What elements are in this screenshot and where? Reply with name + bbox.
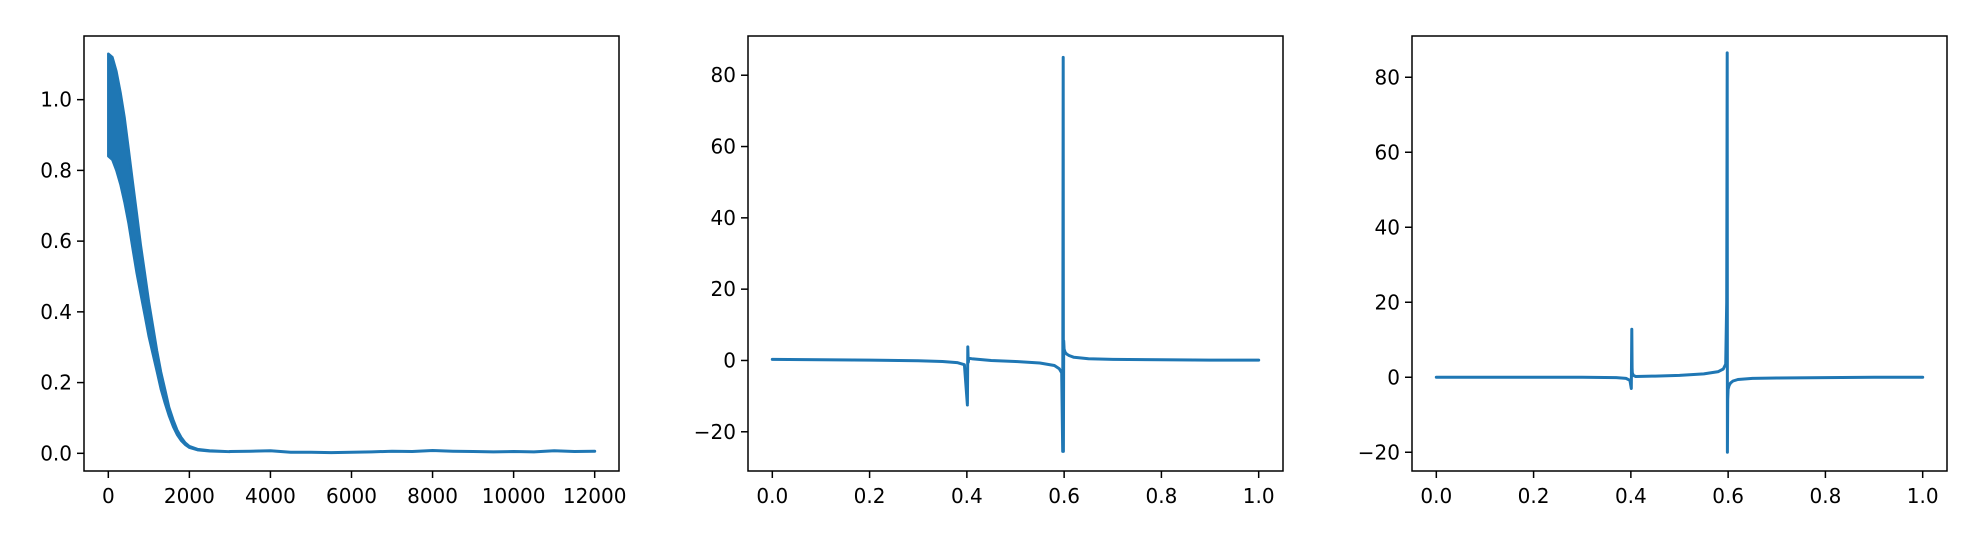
x-tick-label: 10000 bbox=[482, 484, 546, 508]
x-tick-label: 0.6 bbox=[1712, 484, 1744, 508]
chart-panel-3: 0.0 0.2 0.4 0.6 0.8 1.0 −20 0 20 40 60 80 bbox=[1358, 35, 1948, 508]
y-tick-label: 0.6 bbox=[40, 229, 72, 253]
y-tick-label: −20 bbox=[1358, 440, 1400, 464]
x-tick-label: 0 bbox=[102, 484, 115, 508]
x-tick-label: 1.0 bbox=[1907, 484, 1939, 508]
y-tick-label: 60 bbox=[711, 135, 736, 159]
y-tick-label: 80 bbox=[711, 63, 736, 87]
series-line bbox=[770, 55, 1261, 453]
plot-area bbox=[107, 52, 597, 455]
x-tick-label: 0.8 bbox=[1810, 484, 1842, 508]
x-tick-label: 0.8 bbox=[1146, 484, 1178, 508]
x-tick-label: 0.6 bbox=[1048, 484, 1080, 508]
x-tick-label: 4000 bbox=[245, 484, 296, 508]
y-tick-label: 1.0 bbox=[40, 88, 72, 112]
y-tick-label: 40 bbox=[711, 206, 736, 230]
y-tick-label: 0.0 bbox=[40, 441, 72, 465]
loss-band bbox=[107, 52, 232, 454]
y-tick-label: 20 bbox=[1375, 290, 1400, 314]
axes-frame bbox=[747, 35, 1284, 472]
y-tick-label: 80 bbox=[1375, 65, 1400, 89]
y-tick-label: 60 bbox=[1375, 140, 1400, 164]
x-tick-label: 6000 bbox=[326, 484, 377, 508]
x-tick-label: 2000 bbox=[164, 484, 215, 508]
axes-frame bbox=[83, 35, 620, 472]
x-tick-label: 0.2 bbox=[1518, 484, 1550, 508]
plot-area bbox=[1434, 51, 1925, 454]
x-tick-label: 1.0 bbox=[1243, 484, 1275, 508]
x-tick-label: 0.0 bbox=[1420, 484, 1452, 508]
x-tick-label: 0.4 bbox=[1615, 484, 1647, 508]
y-tick-label: 0 bbox=[723, 348, 736, 372]
y-tick-label: 40 bbox=[1375, 215, 1400, 239]
series-line bbox=[1434, 51, 1925, 454]
y-tick-label: 0.2 bbox=[40, 371, 72, 395]
y-tick-label: −20 bbox=[694, 420, 736, 444]
series-line bbox=[228, 449, 597, 455]
y-tick-label: 0 bbox=[1387, 365, 1400, 389]
y-tick-label: 0.8 bbox=[40, 158, 72, 182]
x-tick-label: 8000 bbox=[407, 484, 458, 508]
x-tick-label: 0.0 bbox=[756, 484, 788, 508]
y-tick-label: 0.4 bbox=[40, 300, 72, 324]
y-tick-label: 20 bbox=[711, 277, 736, 301]
plot-area bbox=[770, 55, 1261, 453]
x-tick-label: 0.4 bbox=[951, 484, 983, 508]
chart-panel-1: 0 2000 4000 6000 8000 10000 12000 0.0 0.2 0.4 0.6 0… bbox=[40, 35, 627, 508]
axes-frame bbox=[1411, 35, 1948, 472]
x-tick-label: 0.2 bbox=[854, 484, 886, 508]
chart-panel-2: 0.0 0.2 0.4 0.6 0.8 1.0 −20 0 20 40 60 80 bbox=[694, 35, 1284, 508]
x-tick-label: 12000 bbox=[563, 484, 627, 508]
